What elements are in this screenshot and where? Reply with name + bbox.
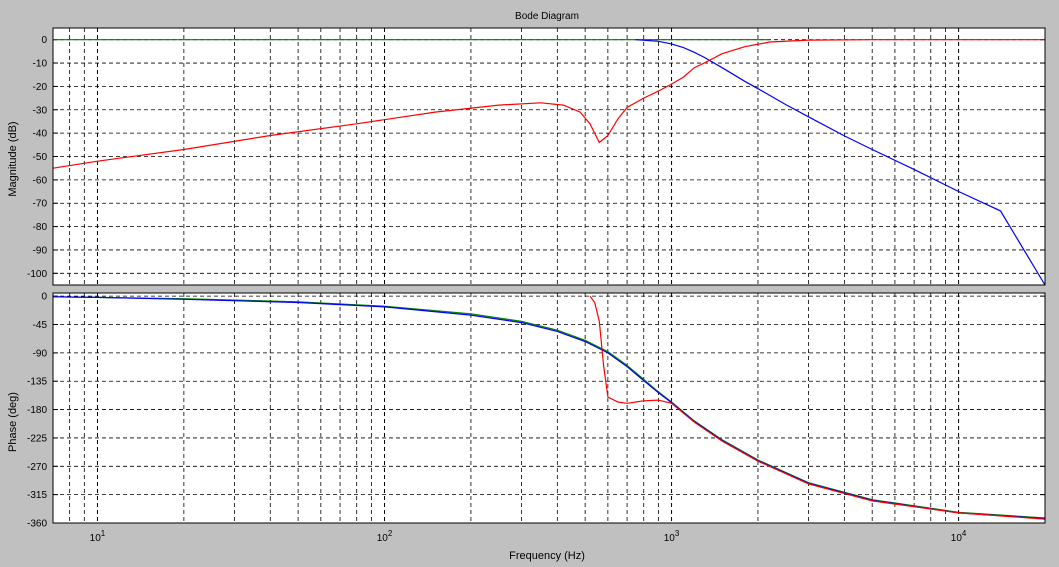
- x-tick-exponent: 3: [675, 529, 680, 538]
- phase-axes-frame: [52, 292, 1046, 524]
- magnitude-series-line-1: [635, 39, 1045, 285]
- frequency-axis-label: Frequency (Hz): [509, 550, 585, 562]
- magnitude-panel: 0 -10 -20 -30 -40 -50 -60 -70 -80 -90 -100: [27, 27, 1046, 286]
- x-tick-label: 101: [90, 529, 106, 544]
- magnitude-y-tick-label: -90: [33, 245, 48, 256]
- phase-y-tick-label: -90: [33, 348, 48, 359]
- magnitude-y-tick-label: -60: [33, 175, 48, 186]
- magnitude-y-tick-label: 0: [41, 35, 47, 46]
- magnitude-series: [53, 39, 1045, 285]
- phase-y-tick-label: -180: [27, 405, 47, 416]
- phase-vertical-grid: [52, 293, 1046, 523]
- magnitude-y-tick-label: -10: [33, 59, 48, 70]
- x-tick-label: 102: [377, 529, 393, 544]
- magnitude-axes-frame: [52, 27, 1046, 286]
- phase-axis-label: Phase (deg): [7, 392, 19, 452]
- x-tick-base: 10: [90, 533, 102, 544]
- x-tick-exponent: 2: [388, 529, 393, 538]
- phase-series-line-2: [589, 295, 1045, 520]
- x-tick-label: 103: [664, 529, 680, 544]
- chart-title: Bode Diagram: [515, 11, 579, 22]
- x-tick-base: 10: [664, 533, 676, 544]
- x-tick-base: 10: [951, 533, 963, 544]
- magnitude-y-tick-label: -20: [33, 82, 48, 93]
- phase-y-tick-label: 0: [41, 292, 47, 303]
- x-tick-exponent: 4: [962, 529, 967, 538]
- phase-plot-area: [53, 293, 1045, 523]
- x-tick-label: 104: [951, 529, 967, 544]
- magnitude-y-tick-label: -70: [33, 199, 48, 210]
- phase-y-tick-label: -315: [27, 490, 47, 501]
- magnitude-y-tick-label: -30: [33, 105, 48, 116]
- phase-y-tick-label: -135: [27, 377, 47, 388]
- phase-y-tick-label: -360: [27, 519, 47, 530]
- phase-y-tick-label: -270: [27, 462, 47, 473]
- x-tick-exponent: 1: [101, 529, 106, 538]
- x-tick-base: 10: [377, 533, 389, 544]
- phase-y-tick-label: -45: [33, 320, 48, 331]
- magnitude-y-tick-label: -50: [33, 152, 48, 163]
- magnitude-y-tick-label: -40: [33, 129, 48, 140]
- plot-panels: 0 -10 -20 -30 -40 -50 -60 -70 -80 -90 -100 0 -45 -90 -…: [27, 27, 1046, 544]
- phase-y-tick-label: -225: [27, 433, 47, 444]
- magnitude-y-tick-label: -100: [27, 269, 47, 280]
- phase-series: [53, 295, 1045, 520]
- magnitude-series-line-2: [53, 39, 1045, 169]
- magnitude-axis-label: Magnitude (dB): [7, 121, 19, 196]
- magnitude-y-tick-label: -80: [33, 222, 48, 233]
